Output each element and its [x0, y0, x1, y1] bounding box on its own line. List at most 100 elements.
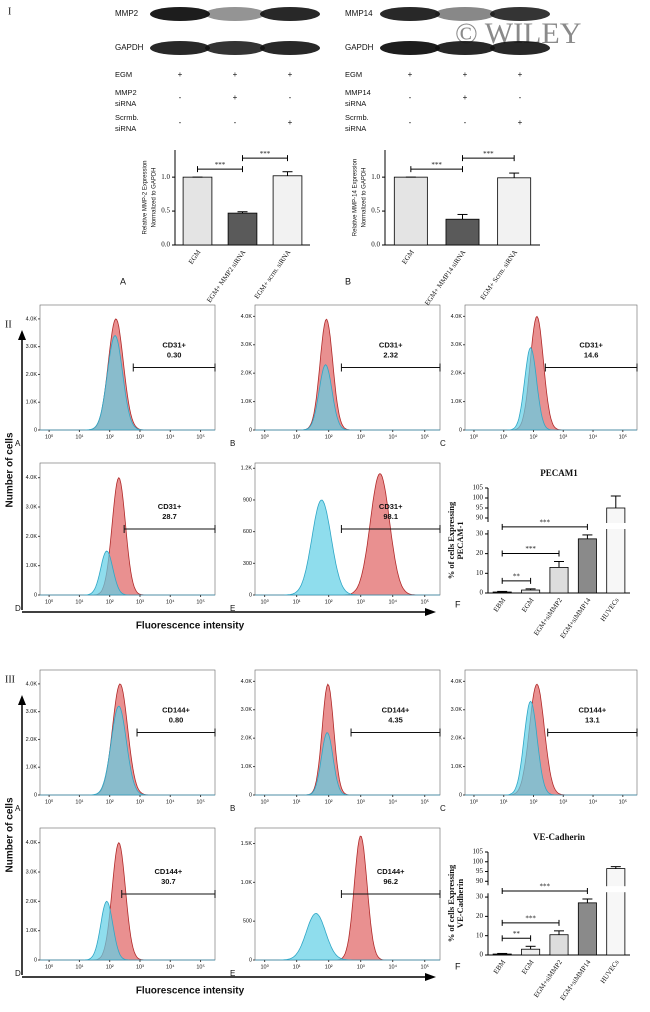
y-tick-label: 30: [476, 893, 484, 901]
y-tick-label: 4.0K: [26, 840, 38, 846]
x-tick-label: 10⁰: [45, 433, 54, 440]
gate-label: 96.2: [383, 877, 398, 886]
x-tick-label: 10⁵: [196, 433, 204, 440]
x-tick-label: 10⁴: [589, 433, 598, 440]
row-mark: +: [233, 70, 238, 79]
bar: [272, 175, 303, 246]
blot-band: [260, 41, 320, 55]
x-tick-label: 10⁰: [45, 963, 54, 970]
x-tick-label: 10⁰: [470, 433, 479, 440]
gate-label: CD31+: [158, 502, 182, 511]
bar: [606, 507, 626, 594]
panel-label: F: [455, 599, 461, 609]
band-label: GAPDH: [345, 43, 374, 52]
blot-band: [490, 41, 550, 55]
x-axis-label: Fluorescence intensity: [136, 621, 245, 632]
panel-letter: C: [440, 439, 446, 448]
blot-band: [435, 41, 495, 55]
histogram: [40, 900, 215, 961]
panel-letter: D: [15, 969, 21, 978]
y-tick-label: 2.0K: [26, 372, 38, 378]
row-mark: +: [288, 70, 293, 79]
row-label: siRNA: [115, 99, 136, 108]
y-axis-label: Normalized to GAPDH: [152, 167, 158, 227]
blot-band: [205, 41, 265, 55]
x-tick-label: 10⁰: [260, 433, 269, 440]
x-tick-label: EBM: [492, 958, 508, 976]
gate-label: 14.6: [584, 350, 599, 359]
bar: [606, 868, 626, 956]
gate-label: 4.35: [388, 715, 403, 724]
x-tick-label: EGM: [187, 248, 203, 266]
x-tick-label: 10¹: [75, 599, 83, 605]
significance-label: ***: [431, 161, 442, 169]
x-tick-label: 10¹: [293, 799, 301, 805]
y-axis-label: % of cells Expressing: [446, 864, 456, 942]
band-label: MMP14: [345, 9, 373, 18]
x-tick-label: 10³: [357, 799, 365, 805]
y-tick-label: 100: [473, 857, 484, 865]
y-tick-label: 1.0K: [26, 400, 38, 406]
gate-label: 98.1: [383, 512, 398, 521]
gate-label: 30.7: [161, 877, 176, 886]
y-tick-label: 2.0K: [26, 534, 38, 540]
x-tick-label: 10⁴: [166, 598, 175, 605]
x-tick-label: 10⁵: [421, 598, 429, 605]
x-tick-label: 10⁵: [196, 798, 204, 805]
bar: [445, 218, 480, 246]
x-tick-label: 10⁵: [619, 433, 627, 440]
histogram: [40, 476, 215, 596]
bar: [227, 212, 258, 246]
row-label: EGM: [345, 70, 362, 79]
row-mark: +: [463, 93, 468, 102]
x-tick-label: 10¹: [500, 799, 508, 805]
significance-label: ***: [525, 914, 536, 922]
blot-band: [490, 7, 550, 21]
y-tick-label: 0: [459, 792, 462, 798]
significance-label: ***: [215, 161, 226, 169]
gate-label: CD144+: [377, 867, 405, 876]
x-tick-label: 10⁴: [166, 798, 175, 805]
y-tick-label: 4.0K: [26, 681, 38, 687]
y-tick-label: 900: [243, 497, 252, 503]
y-tick-label: 4.0K: [241, 314, 253, 320]
bar: [549, 934, 569, 956]
x-tick-label: EGM: [520, 596, 536, 614]
y-tick-label: 0: [249, 792, 252, 798]
bar: [549, 567, 569, 594]
x-tick-label: 10⁵: [619, 798, 627, 805]
x-tick-label: 10⁴: [388, 798, 397, 805]
x-tick-label: EGM+siMMP14: [559, 596, 593, 640]
significance-label: ***: [483, 150, 494, 158]
x-tick-label: 10⁴: [388, 963, 397, 970]
row-mark: +: [518, 118, 523, 127]
histogram: [40, 705, 215, 796]
row-mark: -: [409, 93, 412, 102]
gate-label: 28.7: [162, 512, 177, 521]
y-tick-label: 20: [476, 549, 484, 557]
y-tick-label: 4.0K: [451, 314, 463, 320]
x-tick-label: 10³: [136, 434, 144, 440]
x-tick-label: 10⁰: [470, 798, 479, 805]
y-tick-label: 0: [480, 951, 484, 959]
panel-letter: A: [15, 439, 21, 448]
x-tick-label: 10²: [325, 799, 333, 805]
y-tick-label: 0: [249, 427, 252, 433]
histogram: [255, 499, 440, 596]
row-label: Scrmb.: [115, 113, 139, 122]
y-tick-label: 105: [473, 484, 484, 492]
y-tick-label: 30: [476, 530, 484, 538]
x-tick-label: 10¹: [75, 799, 83, 805]
gate-label: CD31+: [379, 340, 403, 349]
x-tick-label: 10³: [559, 799, 567, 805]
bar: [577, 538, 597, 594]
x-tick-label: EGM+ MMP14 siRNA: [423, 248, 467, 306]
y-tick-label: 2.0K: [451, 736, 463, 742]
x-tick-label: EGM+siMMP2: [532, 958, 564, 999]
x-tick-label: 10⁰: [45, 598, 54, 605]
y-tick-label: 90: [476, 514, 484, 522]
x-tick-label: 10²: [530, 434, 538, 440]
band-label: MMP2: [115, 9, 139, 18]
y-tick-label: 2.0K: [241, 736, 253, 742]
